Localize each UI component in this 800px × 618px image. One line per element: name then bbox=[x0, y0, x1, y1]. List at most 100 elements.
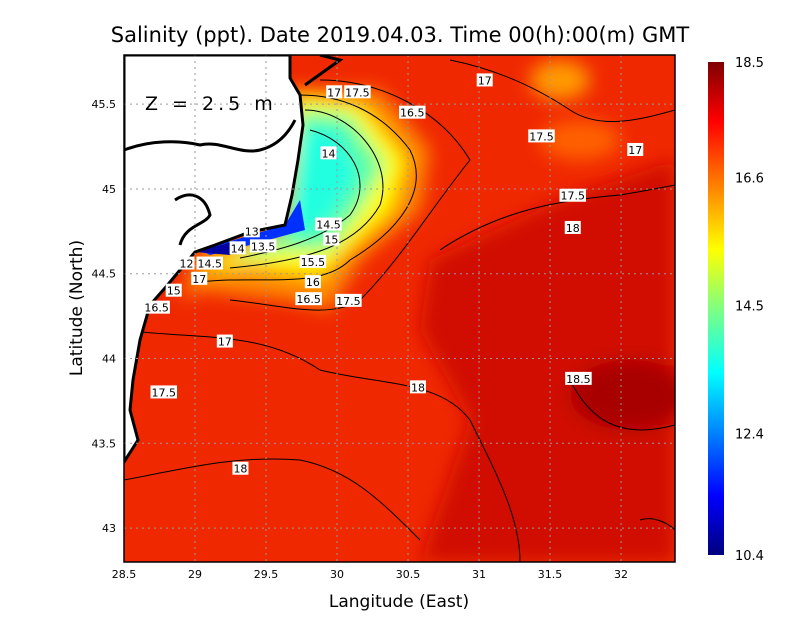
x-tick-label: 29.5 bbox=[254, 568, 279, 581]
y-axis-label: Latitude (North) bbox=[67, 240, 87, 376]
contour-label-bg bbox=[564, 220, 581, 234]
contour-label-bg bbox=[409, 380, 426, 394]
contour-label: 14.5 bbox=[197, 258, 222, 271]
contour-label-bg bbox=[191, 271, 208, 285]
depth-annotation: Z = 2.5 m bbox=[145, 93, 277, 115]
contour-label-bg bbox=[335, 293, 362, 307]
contour-label: 14.5 bbox=[316, 219, 341, 232]
contour-label-bg bbox=[299, 254, 327, 268]
contour-label-bg bbox=[344, 85, 371, 99]
contour-label-bg bbox=[323, 232, 340, 246]
contour-label-bg bbox=[627, 142, 644, 156]
contour-label: 18.5 bbox=[566, 373, 591, 386]
coastline-land bbox=[124, 55, 305, 465]
contour-label: 17.5 bbox=[152, 386, 177, 399]
contour-label-bg bbox=[143, 300, 170, 314]
salinity-field: 17 17 17.5 16.5 17.5 17 14 17.5 18 14.5 15 13 13.5 14… bbox=[124, 55, 675, 562]
contour-label: 14 bbox=[321, 147, 335, 160]
delta-outline bbox=[304, 55, 344, 87]
y-axis-ticks: 43 43.5 44 44.5 45 45.5 bbox=[92, 98, 117, 535]
y-tick-label: 44 bbox=[102, 353, 116, 366]
contour-label-bg bbox=[304, 275, 321, 289]
field-plume-cyan bbox=[290, 125, 360, 240]
contour-label: 16 bbox=[306, 276, 320, 289]
contour-label-bg bbox=[232, 461, 249, 475]
y-tick-label: 44.5 bbox=[92, 268, 117, 281]
contour-label-bg bbox=[326, 85, 343, 99]
contour-label-bg bbox=[476, 73, 493, 87]
contour-label-bg bbox=[565, 371, 592, 385]
y-tick-label: 43 bbox=[102, 522, 116, 535]
colorbar bbox=[708, 62, 724, 555]
plot-frame bbox=[123, 54, 676, 563]
colorbar-tick-label: 18.5 bbox=[735, 56, 764, 71]
contour-label-bg bbox=[165, 283, 182, 297]
field-ne-orange bbox=[530, 60, 590, 100]
contour-label: 17 bbox=[478, 74, 492, 87]
grid-lines bbox=[124, 55, 675, 562]
contour-label-bg bbox=[150, 385, 178, 399]
lagoon-outline bbox=[174, 193, 212, 246]
contour-label: 15 bbox=[324, 234, 338, 247]
contour-label-bg bbox=[295, 292, 322, 306]
contour-label: 17.5 bbox=[529, 130, 554, 143]
colorbar-tick-label: 14.5 bbox=[735, 299, 764, 314]
contour-label: 17.5 bbox=[336, 295, 361, 308]
contour-label: 15.5 bbox=[301, 256, 326, 269]
contour-label-bg bbox=[178, 256, 195, 270]
field-ne-orange2 bbox=[540, 120, 620, 160]
contour-lines bbox=[124, 59, 675, 562]
contour-label: 12 bbox=[179, 258, 193, 271]
colorbar-tick-label: 12.4 bbox=[735, 427, 764, 442]
x-tick-label: 29 bbox=[188, 568, 202, 581]
contour-label: 13 bbox=[245, 225, 259, 238]
field-plume-darkblue bbox=[195, 240, 240, 255]
contour-label: 18 bbox=[411, 381, 425, 394]
colorbar-tick-label: 10.4 bbox=[735, 549, 764, 564]
field-high-salinity bbox=[420, 160, 675, 562]
contour-label: 14 bbox=[231, 242, 245, 255]
contour-label: 17 bbox=[327, 86, 341, 99]
contour-label: 18 bbox=[566, 222, 580, 235]
contour-label: 16.5 bbox=[400, 107, 425, 120]
contour-label: 13.5 bbox=[251, 240, 276, 253]
contour-label-bg bbox=[528, 129, 555, 143]
y-tick-label: 43.5 bbox=[92, 437, 117, 450]
contour-label-bg bbox=[216, 334, 233, 348]
x-tick-label: 31 bbox=[472, 568, 486, 581]
y-tick-label: 45 bbox=[102, 183, 116, 196]
contour-label-bg bbox=[559, 188, 587, 202]
x-tick-label: 28.5 bbox=[112, 568, 137, 581]
colorbar-ticks: 10.4 12.4 14.5 16.6 18.5 bbox=[735, 56, 764, 564]
border-line bbox=[124, 119, 297, 153]
contour-label-bg bbox=[196, 256, 223, 270]
contour-label: 17 bbox=[218, 336, 232, 349]
x-axis-ticks: 28.5 29 29.5 30 30.5 31 31.5 32 bbox=[112, 568, 628, 581]
contour-label-bg bbox=[315, 217, 342, 231]
contour-label: 15 bbox=[167, 285, 181, 298]
contour-label: 17.5 bbox=[345, 86, 370, 99]
x-tick-label: 30 bbox=[330, 568, 344, 581]
x-tick-label: 32 bbox=[614, 568, 628, 581]
field-max-salinity bbox=[570, 360, 675, 430]
contour-label: 16.5 bbox=[296, 293, 321, 306]
contour-label-bg bbox=[243, 224, 260, 238]
contour-label-bg bbox=[320, 146, 337, 160]
contour-label: 17.5 bbox=[561, 190, 586, 203]
contour-label-bg bbox=[399, 105, 426, 119]
contour-label: 16.5 bbox=[144, 302, 169, 315]
contour-label: 17 bbox=[192, 273, 206, 286]
x-axis-label: Langitude (East) bbox=[329, 592, 469, 612]
colorbar-tick-label: 16.6 bbox=[735, 172, 764, 187]
y-tick-label: 45.5 bbox=[92, 98, 117, 111]
contour-label: 18 bbox=[233, 463, 247, 476]
contour-label: 17 bbox=[628, 144, 642, 157]
contour-label-bg bbox=[249, 239, 277, 253]
x-tick-label: 30.5 bbox=[396, 568, 421, 581]
x-tick-label: 31.5 bbox=[538, 568, 563, 581]
contour-label-bg bbox=[229, 241, 246, 255]
contour-labels: 17 17 17.5 16.5 17.5 17 14 17.5 18 14.5 15 13 13.5 14… bbox=[143, 73, 644, 476]
chart-title: Salinity (ppt). Date 2019.04.03. Time 00… bbox=[111, 23, 690, 47]
